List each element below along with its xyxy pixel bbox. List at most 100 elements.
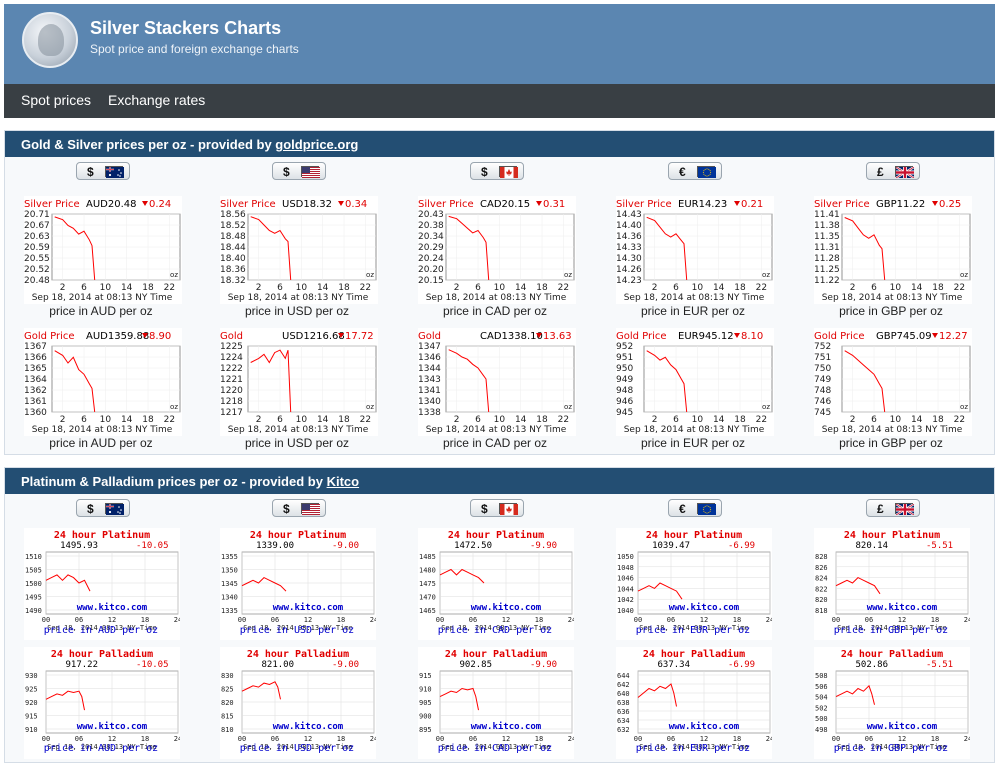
coin-logo-icon[interactable] xyxy=(22,12,78,68)
pgm-currency-eur-button[interactable]: € xyxy=(668,499,722,517)
chart-change: -6.99 xyxy=(728,541,755,551)
pgm-currency-cad-button[interactable]: $ xyxy=(470,499,524,517)
price-caption: price in EUR per oz xyxy=(640,304,746,318)
y-tick-label: 915 xyxy=(25,713,38,721)
palladium-chart-cad[interactable]: 24 hour Palladium 902.85 -9.90 915 910 905 900… xyxy=(418,647,576,759)
gold-currency-cad-button[interactable]: $ xyxy=(470,162,524,180)
silver-chart-usd[interactable]: Silver Price USD18.32 0.34 18.56 18.52 18.48 1… xyxy=(220,196,378,304)
currency-symbol: $ xyxy=(87,502,94,516)
y-tick-label: 748 xyxy=(814,386,831,396)
pgm-currency-gbp-button[interactable]: £ xyxy=(866,499,920,517)
gold-currency-usd-button[interactable]: $ xyxy=(272,162,326,180)
y-tick-label: 500 xyxy=(815,715,828,723)
chart-price: GBP745.09 xyxy=(876,331,932,342)
silver-chart-cad[interactable]: Silver Price CAD20.15 0.31 20.43 20.38 20.34 2… xyxy=(418,196,576,304)
pgm-currency-aud-button[interactable]: $ xyxy=(76,499,130,517)
timestamp: Sep 18, 2014 08:13 NY Time xyxy=(837,624,947,632)
chart-price: 902.85 xyxy=(459,660,492,670)
chart-title: 24 hour Palladium xyxy=(247,648,349,660)
chart-label: Silver Price xyxy=(418,199,474,210)
nav-exchange-rates[interactable]: Exchange rates xyxy=(108,92,206,108)
price-line xyxy=(241,576,287,592)
y-tick-label: 1341 xyxy=(418,386,441,396)
palladium-chart-eur[interactable]: 24 hour Palladium 637.34 -6.99 644 642 640 638… xyxy=(616,647,774,759)
silver-chart-aud[interactable]: Silver Price AUD20.48 0.24 20.71 20.67 20.63 2… xyxy=(24,196,182,304)
x-tick-label: 14 xyxy=(515,415,527,425)
silver-chart-gbp[interactable]: Silver Price GBP11.22 0.25 11.41 11.38 11.35 1… xyxy=(814,196,972,304)
x-tick-label: 24 xyxy=(370,616,376,624)
x-tick-label: 06 xyxy=(667,616,675,624)
price-line xyxy=(835,576,881,595)
gold-currency-gbp-button[interactable]: £ xyxy=(866,162,920,180)
chart-change: 8.90 xyxy=(149,331,171,342)
y-tick-label: 822 xyxy=(815,585,828,593)
y-tick-label: 20.29 xyxy=(418,243,444,253)
silver-chart-eur[interactable]: Silver Price EUR14.23 0.21 14.43 14.40 14.36 1… xyxy=(616,196,774,304)
gold-currency-eur-button[interactable]: € xyxy=(668,162,722,180)
y-tick-label: 642 xyxy=(617,681,630,689)
price-caption: price in AUD per oz xyxy=(49,304,153,318)
timestamp: Sep 18, 2014 at 08:13 NY Time xyxy=(822,425,963,435)
price-line xyxy=(45,690,85,711)
timestamp: Sep 18, 2014 at 08:13 NY Time xyxy=(32,293,173,303)
timestamp: Sep 18, 2014 at 08:13 NY Time xyxy=(822,293,963,303)
chart-price: GBP11.22 xyxy=(876,199,925,210)
price-line xyxy=(637,683,677,707)
palladium-chart-usd[interactable]: 24 hour Palladium 821.00 -9.00 830 825 820 815… xyxy=(220,647,378,759)
gold-chart-aud[interactable]: Gold Price AUD1359.88 8.90 1367 1366 1365 1364… xyxy=(24,328,182,436)
x-tick-label: 2 xyxy=(256,415,262,425)
y-tick-label: 18.32 xyxy=(220,276,246,286)
y-tick-label: 20.59 xyxy=(24,243,50,253)
palladium-chart-gbp[interactable]: 24 hour Palladium 502.86 -5.51 508 506 504 502… xyxy=(814,647,972,759)
y-tick-label: 1346 xyxy=(418,353,441,363)
platinum-chart-gbp[interactable]: 24 hour Platinum 820.14 -5.51 828 826 824 822 8… xyxy=(814,528,972,640)
x-tick-label: 6 xyxy=(871,415,877,425)
unit-label: oz xyxy=(366,271,374,279)
x-tick-label: 14 xyxy=(317,283,329,293)
y-tick-label: 1355 xyxy=(221,553,238,561)
y-tick-label: 18.44 xyxy=(220,243,246,253)
chart-label: Gold Price xyxy=(616,331,667,342)
x-tick-label: 00 xyxy=(634,735,642,743)
chart-price: CAD1338.10 xyxy=(480,331,543,342)
nav-spot-prices[interactable]: Spot prices xyxy=(21,92,92,108)
x-tick-label: 12 xyxy=(304,735,312,743)
chart-label: Gold Price xyxy=(24,331,75,342)
platinum-chart-usd[interactable]: 24 hour Platinum 1339.00 -9.00 1355 1350 1345… xyxy=(220,528,378,640)
platinum-chart-eur[interactable]: 24 hour Platinum 1039.47 -6.99 1050 1048 1046… xyxy=(616,528,774,640)
pgm-currency-usd-button[interactable]: $ xyxy=(272,499,326,517)
price-caption: price in GBP per oz xyxy=(833,625,949,636)
gold-chart-cad[interactable]: Gold CAD1338.10 13.63 1347 1346 1344 1343 1341 1… xyxy=(418,328,576,436)
y-tick-label: 18.56 xyxy=(220,210,246,220)
gold-silver-panel-header: Gold & Silver prices per oz - provided b… xyxy=(5,131,994,157)
chart-change: -9.90 xyxy=(530,660,557,670)
y-tick-label: 830 xyxy=(221,672,234,680)
gold-chart-gbp[interactable]: Gold Price GBP745.09 12.27 752 751 750 749 748 7… xyxy=(814,328,972,436)
y-tick-label: 20.15 xyxy=(418,276,444,286)
y-tick-label: 11.31 xyxy=(814,243,840,253)
currency-symbol: € xyxy=(679,165,686,179)
y-tick-label: 14.30 xyxy=(616,254,642,264)
x-tick-label: 06 xyxy=(469,616,477,624)
timestamp: Sep 18, 2014 08:13 NY Time xyxy=(837,743,947,751)
gold-chart-usd[interactable]: Gold USD1216.68 17.72 1225 1224 1222 1221 1220 1… xyxy=(220,328,378,436)
x-tick-label: 12 xyxy=(108,735,116,743)
site-title[interactable]: Silver Stackers Charts xyxy=(90,18,282,38)
palladium-chart-aud[interactable]: 24 hour Palladium 917.22 -10.05 930 925 920 91… xyxy=(24,647,182,759)
gold-currency-aud-button[interactable]: $ xyxy=(76,162,130,180)
x-tick-label: 2 xyxy=(60,415,66,425)
x-tick-label: 6 xyxy=(871,283,877,293)
goldprice-link[interactable]: goldprice.org xyxy=(275,137,359,152)
kitco-watermark: www.kitco.com xyxy=(77,602,148,613)
gold-silver-panel-title: Gold & Silver prices per oz - provided b… xyxy=(21,137,276,152)
kitco-watermark: www.kitco.com xyxy=(471,602,542,613)
unit-label: oz xyxy=(960,403,968,411)
gold-chart-eur[interactable]: Gold Price EUR945.12 8.10 952 951 950 949 948 94… xyxy=(616,328,774,436)
price-line xyxy=(646,216,688,281)
x-tick-label: 06 xyxy=(865,616,873,624)
platinum-chart-aud[interactable]: 24 hour Platinum 1495.93 -10.05 1510 1505 150… xyxy=(24,528,182,640)
chart-label: Gold xyxy=(220,331,243,342)
platinum-chart-cad[interactable]: 24 hour Platinum 1472.50 -9.90 1485 1480 1475… xyxy=(418,528,576,640)
kitco-link[interactable]: Kitco xyxy=(326,474,360,489)
